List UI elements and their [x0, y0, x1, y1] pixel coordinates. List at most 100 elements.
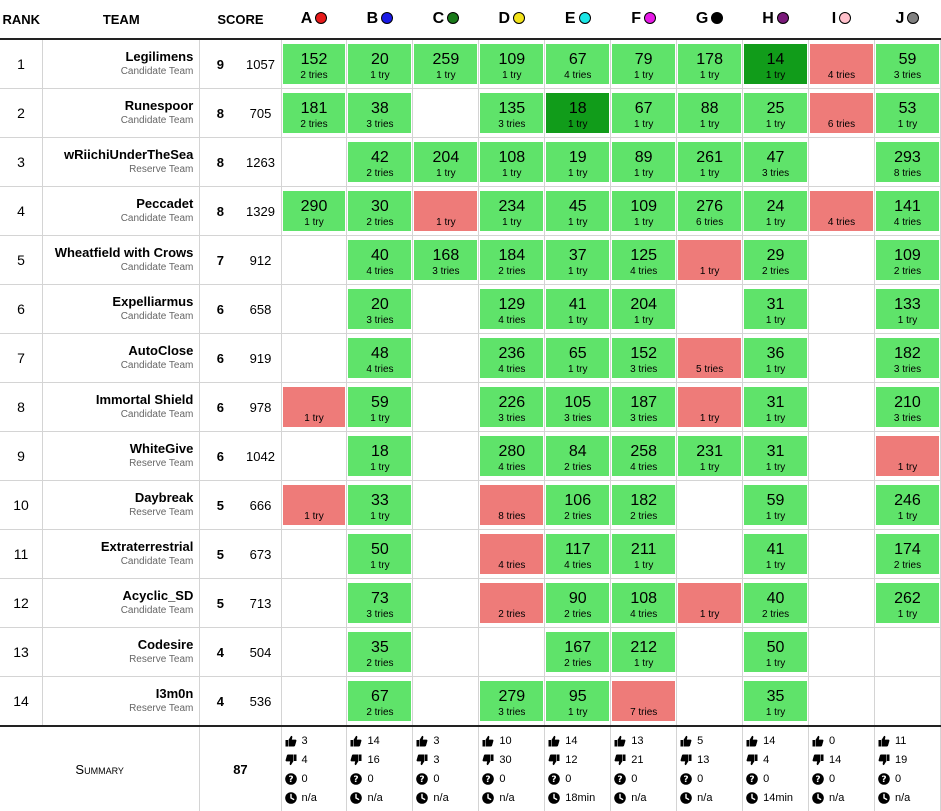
problem-cell[interactable]: 79 1 try	[610, 39, 678, 89]
problem-cell[interactable]: 18 1 try	[544, 88, 612, 138]
problem-cell[interactable]: 31 1 try	[742, 382, 810, 432]
accepted-box[interactable]: 50 1 try	[744, 632, 808, 672]
accepted-box[interactable]: 106 2 tries	[546, 485, 610, 525]
accepted-box[interactable]: 67 4 tries	[546, 44, 610, 84]
problem-cell[interactable]: 48 4 tries	[346, 333, 414, 383]
accepted-box[interactable]: 212 1 try	[612, 632, 676, 672]
problem-cell[interactable]: 226 3 tries	[478, 382, 546, 432]
problem-cell[interactable]: 53 1 try	[874, 88, 941, 138]
problem-cell[interactable]: 59 1 try	[742, 480, 810, 530]
problem-header[interactable]: I	[808, 0, 875, 40]
accepted-box[interactable]: 236 4 tries	[480, 338, 544, 378]
problem-cell[interactable]: 88 1 try	[676, 88, 744, 138]
team-row[interactable]: 7 AutoClose Candidate Team 6 919 48 4 tries 236…	[0, 333, 941, 383]
accepted-box[interactable]: 182 2 tries	[612, 485, 676, 525]
problem-cell[interactable]: 95 1 try	[544, 676, 612, 727]
rejected-box[interactable]: 1 try	[875, 436, 939, 476]
problem-cell[interactable]: 181 2 tries	[281, 88, 348, 138]
problem-cell[interactable]: 89 1 try	[610, 137, 678, 187]
problem-cell[interactable]: 1 try	[676, 578, 744, 628]
rejected-box[interactable]: 1 try	[678, 240, 742, 280]
problem-cell[interactable]: 117 4 tries	[544, 529, 612, 579]
team-name[interactable]: WhiteGive	[129, 441, 194, 456]
problem-cell[interactable]: 106 2 tries	[544, 480, 612, 530]
problem-cell[interactable]: 59 3 tries	[874, 39, 941, 89]
accepted-box[interactable]: 152 2 tries	[282, 44, 346, 84]
team-name[interactable]: Runespoor	[124, 98, 194, 113]
accepted-box[interactable]: 95 1 try	[546, 681, 610, 721]
accepted-box[interactable]: 41 1 try	[744, 534, 808, 574]
rejected-box[interactable]: 1 try	[678, 387, 742, 427]
team-cell[interactable]: Runespoor Candidate Team	[42, 88, 201, 138]
problem-cell[interactable]: 20 3 tries	[346, 284, 414, 334]
accepted-box[interactable]: 133 1 try	[875, 289, 939, 329]
problem-cell[interactable]: 84 2 tries	[544, 431, 612, 481]
problem-cell[interactable]: 36 1 try	[742, 333, 810, 383]
accepted-box[interactable]: 31 1 try	[744, 436, 808, 476]
accepted-box[interactable]: 234 1 try	[480, 191, 544, 231]
first-solve-box[interactable]: 18 1 try	[546, 93, 610, 133]
team-row[interactable]: 4 Peccadet Candidate Team 8 1329 290 1 try 30 2 …	[0, 186, 941, 236]
accepted-box[interactable]: 168 3 tries	[414, 240, 478, 280]
accepted-box[interactable]: 24 1 try	[744, 191, 808, 231]
accepted-box[interactable]: 246 1 try	[875, 485, 939, 525]
accepted-box[interactable]: 226 3 tries	[480, 387, 544, 427]
problem-cell[interactable]: 212 1 try	[610, 627, 678, 677]
problem-cell[interactable]: 20 1 try	[346, 39, 414, 89]
accepted-box[interactable]: 182 3 tries	[875, 338, 939, 378]
problem-cell[interactable]: 210 3 tries	[874, 382, 941, 432]
accepted-box[interactable]: 259 1 try	[414, 44, 478, 84]
problem-cell[interactable]: 4 tries	[808, 186, 875, 236]
problem-cell[interactable]: 30 2 tries	[346, 186, 414, 236]
accepted-box[interactable]: 262 1 try	[875, 583, 939, 623]
problem-cell[interactable]: 152 3 tries	[610, 333, 678, 383]
accepted-box[interactable]: 35 2 tries	[348, 632, 412, 672]
team-row[interactable]: 9 WhiteGive Reserve Team 6 1042 18 1 try 280 4 t…	[0, 431, 941, 481]
problem-cell[interactable]: 90 2 tries	[544, 578, 612, 628]
problem-cell[interactable]: 182 2 tries	[610, 480, 678, 530]
problem-cell[interactable]: 50 1 try	[742, 627, 810, 677]
problem-cell[interactable]: 37 1 try	[544, 235, 612, 285]
accepted-box[interactable]: 89 1 try	[612, 142, 676, 182]
problem-header[interactable]: J	[874, 0, 941, 40]
problem-cell[interactable]: 258 4 tries	[610, 431, 678, 481]
problem-cell[interactable]: 7 tries	[610, 676, 678, 727]
rejected-box[interactable]: 1 try	[678, 583, 742, 623]
problem-cell[interactable]: 45 1 try	[544, 186, 612, 236]
problem-cell[interactable]: 204 1 try	[412, 137, 480, 187]
problem-cell[interactable]: 261 1 try	[676, 137, 744, 187]
problem-cell[interactable]: 50 1 try	[346, 529, 414, 579]
problem-cell[interactable]: 262 1 try	[874, 578, 941, 628]
problem-cell[interactable]: 276 6 tries	[676, 186, 744, 236]
problem-cell[interactable]: 4 tries	[478, 529, 546, 579]
problem-cell[interactable]: 59 1 try	[346, 382, 414, 432]
problem-header[interactable]: H	[742, 0, 809, 40]
accepted-box[interactable]: 40 2 tries	[744, 583, 808, 623]
problem-cell[interactable]: 4 tries	[808, 39, 875, 89]
rank-header[interactable]: RANK	[0, 0, 43, 40]
rejected-box[interactable]: 1 try	[414, 191, 478, 231]
problem-cell[interactable]: 65 1 try	[544, 333, 612, 383]
team-row[interactable]: 2 Runespoor Candidate Team 8 705 181 2 tries 38…	[0, 88, 941, 138]
problem-cell[interactable]: 18 1 try	[346, 431, 414, 481]
accepted-box[interactable]: 73 3 tries	[348, 583, 412, 623]
accepted-box[interactable]: 36 1 try	[744, 338, 808, 378]
accepted-box[interactable]: 109 1 try	[612, 191, 676, 231]
accepted-box[interactable]: 45 1 try	[546, 191, 610, 231]
accepted-box[interactable]: 184 2 tries	[480, 240, 544, 280]
problem-cell[interactable]: 47 3 tries	[742, 137, 810, 187]
problem-cell[interactable]: 67 4 tries	[544, 39, 612, 89]
accepted-box[interactable]: 65 1 try	[546, 338, 610, 378]
score-header[interactable]: SCORE	[199, 0, 282, 40]
accepted-box[interactable]: 47 3 tries	[744, 142, 808, 182]
problem-header[interactable]: G	[676, 0, 743, 40]
problem-cell[interactable]: 105 3 tries	[544, 382, 612, 432]
accepted-box[interactable]: 30 2 tries	[348, 191, 412, 231]
team-cell[interactable]: Acyclic_SD Candidate Team	[42, 578, 201, 628]
problem-cell[interactable]: 167 2 tries	[544, 627, 612, 677]
accepted-box[interactable]: 108 4 tries	[612, 583, 676, 623]
problem-cell[interactable]: 8 tries	[478, 480, 546, 530]
problem-cell[interactable]: 73 3 tries	[346, 578, 414, 628]
problem-cell[interactable]: 234 1 try	[478, 186, 546, 236]
accepted-box[interactable]: 31 1 try	[744, 387, 808, 427]
